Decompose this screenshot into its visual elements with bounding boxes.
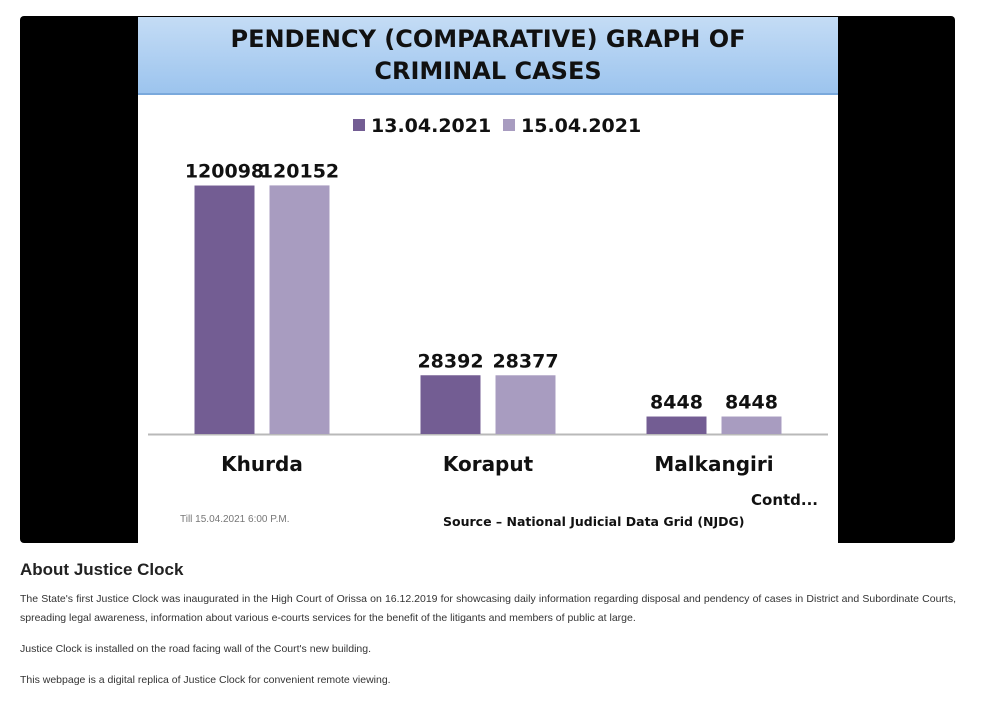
about-section: About Justice Clock The State's first Ju… [20,560,956,702]
legend-swatch [503,119,515,131]
data-label: 120098 [185,161,264,183]
data-label: 8448 [725,392,778,414]
bar [495,375,556,434]
bar [194,185,255,434]
data-label: 28392 [417,350,483,372]
category-label: Malkangiri [654,452,773,476]
source-note: Source – National Judicial Data Grid (NJ… [443,514,745,529]
category-label: Koraput [443,452,534,476]
bar [646,416,707,434]
chart-title-line-2: CRIMINAL CASES [374,57,602,85]
data-label: 28377 [492,350,558,372]
bar [721,416,782,434]
legend-swatch [353,119,365,131]
chart-title: PENDENCY (COMPARATIVE) GRAPH OF CRIMINAL… [138,17,838,87]
category-label: Khurda [221,452,303,476]
bar [420,375,481,434]
chart-title-line-1: PENDENCY (COMPARATIVE) GRAPH OF [230,25,746,53]
bar [269,185,330,434]
legend-label: 15.04.2021 [521,115,641,137]
contd-note: Contd... [751,491,818,509]
chart-slide: PENDENCY (COMPARATIVE) GRAPH OF CRIMINAL… [138,17,838,543]
about-paragraph: Justice Clock is installed on the road f… [20,643,372,655]
timestamp-note: Till 15.04.2021 6:00 P.M. [180,514,290,525]
slide-header: PENDENCY (COMPARATIVE) GRAPH OF CRIMINAL… [138,17,838,95]
data-label: 120152 [260,160,339,182]
legend-label: 13.04.2021 [371,115,491,137]
about-paragraph: This webpage is a digital replica of Jus… [20,674,391,686]
about-heading: About Justice Clock [20,560,184,579]
about-paragraph: The State's first Justice Clock was inau… [20,593,956,624]
data-label: 8448 [650,392,703,414]
